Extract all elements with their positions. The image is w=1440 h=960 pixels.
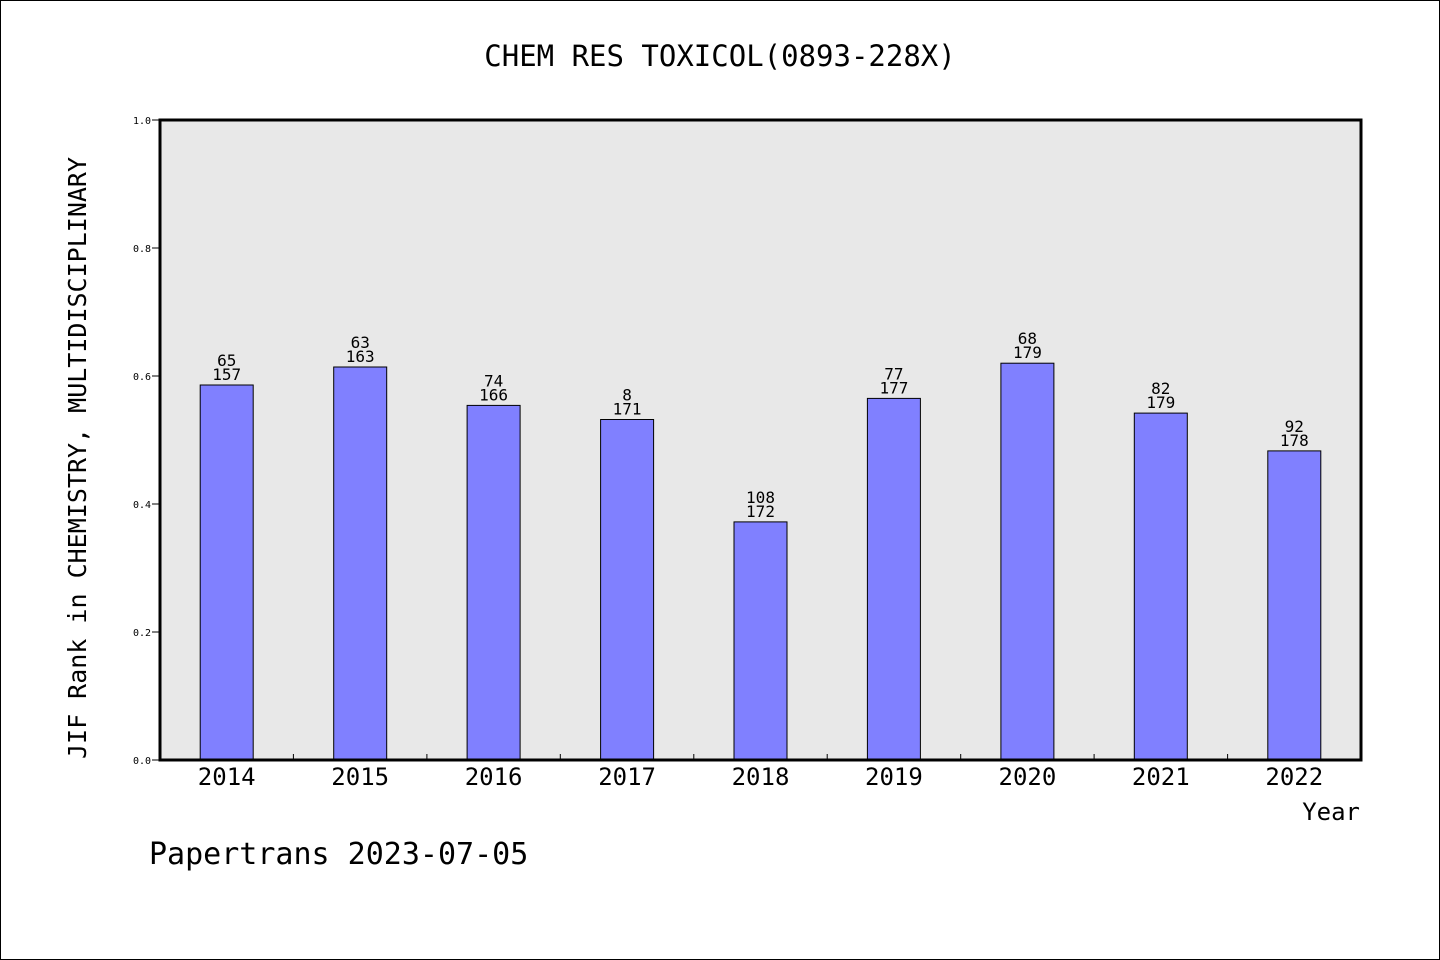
x-axis-ticks: 2014 2015 2016 2017 2018 2019 2020 2021 2022 [198,754,1323,791]
x-tick-label-2021: 2021 [1132,763,1190,791]
plot-border [158,118,1363,762]
footer-text: Papertrans 2023-07-05 [149,837,528,872]
bar-rank-label-2021: 82 [1151,379,1170,398]
bar-2020 [1000,362,1055,761]
x-tick-label-2016: 2016 [465,763,523,791]
x-tick-label-2019: 2019 [865,763,923,791]
bar-rank-label-2014: 65 [217,351,236,370]
bar-total-label-2014: 157 [212,365,241,384]
x-tick-label-2017: 2017 [598,763,656,791]
y-tick-label: 0.6 [133,372,151,383]
bar-2017 [600,419,655,761]
bar-rank-label-2018: 108 [746,488,775,507]
bar-rank-label-2016: 74 [484,371,503,390]
bar-2019 [866,397,921,761]
x-tick-label-2015: 2015 [331,763,389,791]
bar-total-label-2016: 166 [479,385,508,404]
x-tick-label-2020: 2020 [999,763,1057,791]
y-tick-label: 1.0 [133,116,151,127]
bar-total-label-2017: 171 [613,400,642,419]
y-tick-label: 0.0 [133,756,151,767]
bar-2022 [1267,450,1322,761]
bar-2014 [199,384,254,761]
bar-2015 [333,366,388,761]
x-tick-label-2022: 2022 [1265,763,1323,791]
x-tick-label-2014: 2014 [198,763,256,791]
x-axis-label: Year [1302,798,1360,826]
x-tick-label-2018: 2018 [732,763,790,791]
y-tick-label: 0.4 [133,500,151,511]
bar-total-label-2022: 178 [1280,431,1309,450]
bar-2021 [1133,412,1188,761]
y-tick-label: 0.2 [133,628,151,639]
bar-rank-label-2022: 92 [1285,417,1304,436]
y-axis-ticks: 0.0 0.2 0.4 0.6 0.8 1.0 [133,116,160,767]
bar-rank-label-2020: 68 [1018,329,1037,348]
y-axis-label: JIF Rank in CHEMISTRY, MULTIDISCIPLINARY [63,157,92,759]
bar-total-label-2020: 179 [1013,343,1042,362]
bar-2016 [466,404,521,761]
y-tick-label: 0.8 [133,244,151,255]
bar-rank-label-2015: 63 [351,333,370,352]
bar-total-label-2015: 163 [346,347,375,366]
bar-total-label-2018: 172 [746,502,775,521]
bar-total-label-2021: 179 [1146,393,1175,412]
bar-rank-label-2019: 77 [884,364,903,383]
chart-title: CHEM RES TOXICOL(0893-228X) [484,39,955,73]
bar-rank-label-2017: 8 [622,386,632,405]
bar-2018 [733,521,788,761]
bar-total-label-2019: 177 [879,378,908,397]
